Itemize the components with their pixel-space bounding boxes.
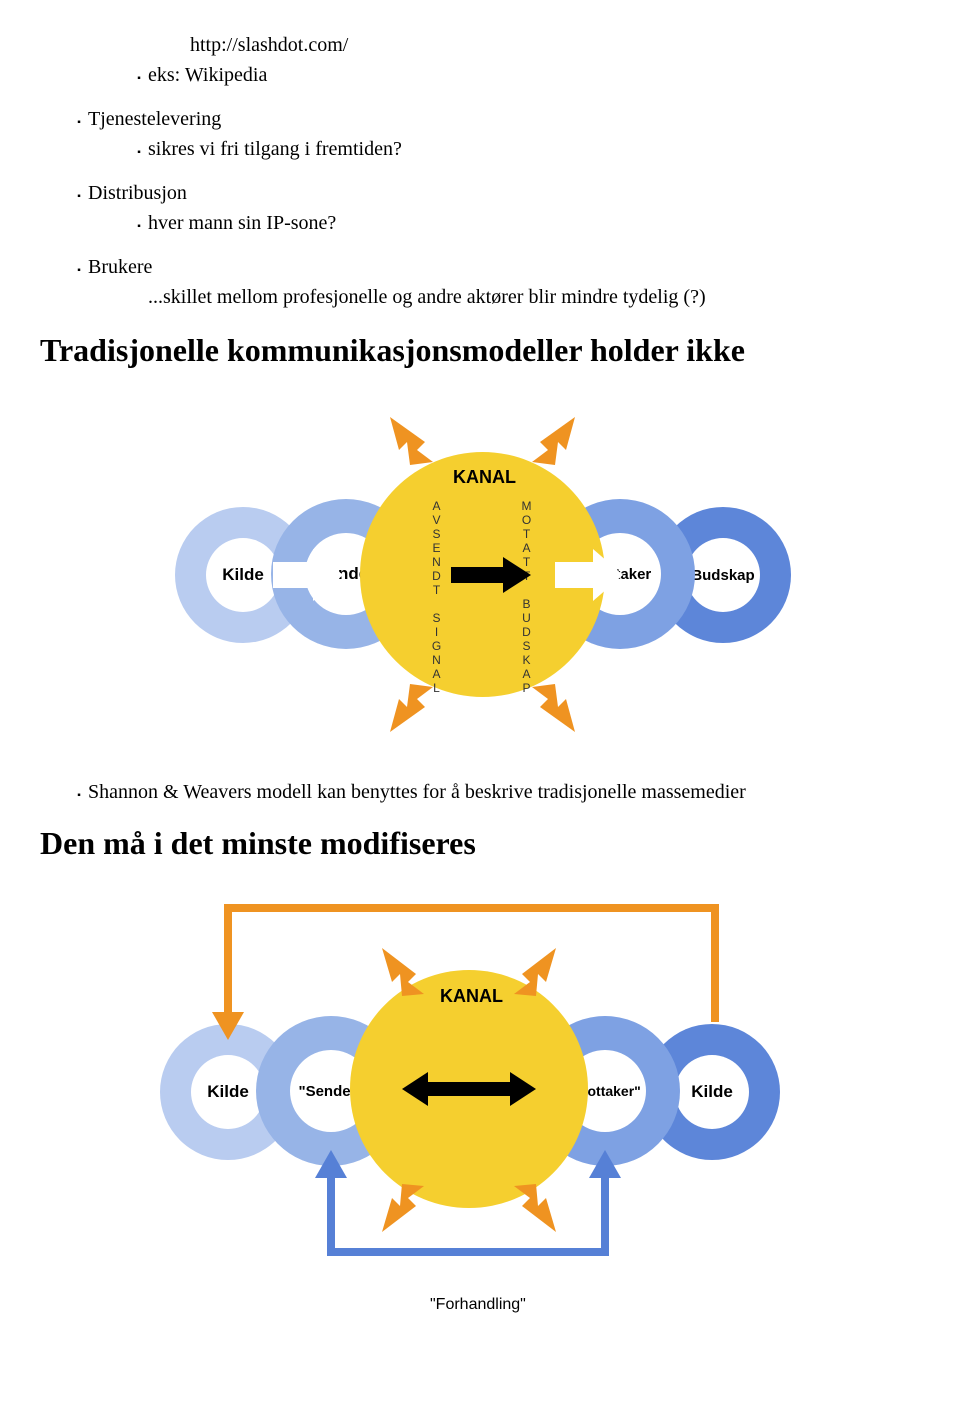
subitem: ▪ hver mann sin IP-sone? bbox=[130, 208, 920, 238]
heading-modifiseres: Den må i det minste modifiseres bbox=[40, 825, 920, 862]
subitem: ...skillet mellom profesjonelle og andre… bbox=[130, 282, 920, 312]
item-label: ...skillet mellom profesjonelle og andre… bbox=[148, 282, 706, 312]
node-label: Budskap bbox=[686, 538, 760, 612]
bullet-icon: ▪ bbox=[70, 786, 88, 806]
bullet-icon: ▪ bbox=[130, 69, 148, 89]
bullet-icon: ▪ bbox=[70, 187, 88, 207]
heading-tradisjonelle: Tradisjonelle kommunikasjonsmodeller hol… bbox=[40, 332, 920, 369]
intro-url: http://slashdot.com/ bbox=[190, 30, 348, 60]
forhandling-label: "Forhandling" bbox=[430, 1296, 526, 1314]
node-label: Kilde bbox=[191, 1055, 265, 1129]
diagram-modified: Kilde Kilde "Sender" "Mottaker" KANAL bbox=[150, 890, 810, 1320]
node-label: Kilde bbox=[206, 538, 280, 612]
item-distribusjon: ▪ Distribusjon bbox=[70, 178, 920, 208]
item-label: sikres vi fri tilgang i fremtiden? bbox=[148, 134, 402, 164]
bullet-icon: ▪ bbox=[130, 217, 148, 237]
kanal-label: KANAL bbox=[453, 467, 516, 488]
bullet-icon: ▪ bbox=[70, 113, 88, 133]
item-brukere: ▪ Brukere bbox=[70, 252, 920, 282]
intro-url-row: http://slashdot.com/ bbox=[190, 30, 920, 60]
intro-eks-row: ▪ eks: Wikipedia bbox=[130, 60, 920, 90]
item-label: Tjenestelevering bbox=[88, 104, 221, 134]
subitem: ▪ sikres vi fri tilgang i fremtiden? bbox=[130, 134, 920, 164]
diagram-shannon-weaver: Kilde Budskap Sender Mottaker KANAL AVSE… bbox=[165, 397, 795, 737]
item-label: hver mann sin IP-sone? bbox=[148, 208, 336, 238]
vtext-avsendt: AVSENDT SIGNAL bbox=[431, 499, 443, 695]
item-label: Shannon & Weavers modell kan benyttes fo… bbox=[88, 777, 746, 807]
intro-eks: eks: Wikipedia bbox=[148, 60, 267, 90]
kanal-label: KANAL bbox=[440, 986, 503, 1007]
item-label: Distribusjon bbox=[88, 178, 187, 208]
bullet-icon: ▪ bbox=[70, 261, 88, 281]
item-tjenestelevering: ▪ Tjenestelevering bbox=[70, 104, 920, 134]
bullet-icon: ▪ bbox=[130, 143, 148, 163]
channel-disc bbox=[360, 452, 605, 697]
bullet-shannon: ▪ Shannon & Weavers modell kan benyttes … bbox=[70, 777, 920, 807]
node-label: Kilde bbox=[675, 1055, 749, 1129]
item-label: Brukere bbox=[88, 252, 152, 282]
vtext-motatt: MOTATT BUDSKAP bbox=[521, 499, 533, 695]
intro-list: http://slashdot.com/ ▪ eks: Wikipedia ▪ … bbox=[40, 30, 920, 312]
